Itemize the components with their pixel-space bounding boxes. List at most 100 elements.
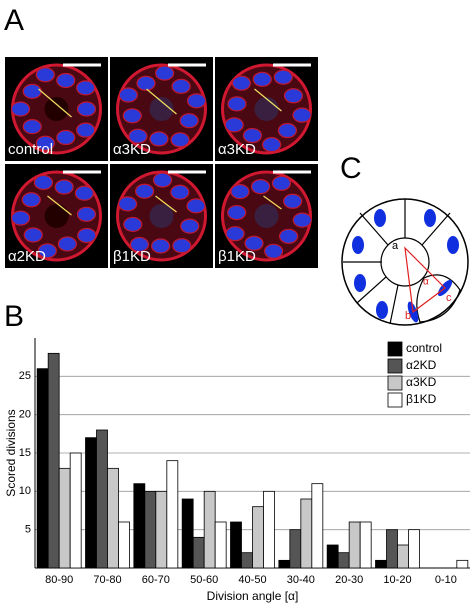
nucleus — [149, 131, 169, 147]
panel-label: B — [4, 300, 24, 333]
bar — [408, 529, 420, 569]
bar — [230, 521, 242, 569]
cell-borders — [343, 199, 461, 325]
bar — [47, 352, 60, 569]
nucleus — [122, 108, 142, 124]
bar — [348, 521, 361, 569]
nucleus — [37, 243, 57, 259]
nucleus — [35, 67, 55, 83]
legend-label: β1KD — [406, 392, 437, 406]
axis-line — [263, 195, 282, 210]
bar — [252, 506, 264, 569]
bar — [155, 490, 168, 569]
nucleus — [21, 192, 41, 208]
lumen — [380, 237, 430, 287]
bar — [107, 467, 119, 569]
nucleus — [57, 236, 77, 252]
y-tick-label: 10 — [19, 485, 31, 497]
bar — [263, 490, 275, 569]
axis-line — [47, 195, 72, 216]
nucleus — [170, 132, 190, 148]
bar — [386, 529, 398, 569]
bar — [289, 529, 302, 569]
nucleus — [277, 122, 298, 139]
micrograph-label: α2KD — [8, 248, 46, 265]
bar — [337, 552, 350, 569]
x-tick-label: 40-50 — [238, 574, 266, 586]
nucleus — [129, 236, 150, 253]
axis-line — [38, 88, 72, 118]
nucleus — [264, 243, 284, 259]
nucleus — [250, 178, 271, 195]
bar — [58, 467, 71, 569]
bar — [118, 521, 130, 569]
legend-label: control — [406, 341, 442, 355]
panel-label: A — [4, 4, 24, 37]
y-tick-label: 5 — [25, 524, 31, 536]
bar — [326, 544, 339, 569]
nucleus — [10, 210, 31, 226]
bar — [144, 490, 157, 569]
nucleus — [123, 216, 143, 233]
micrograph-label: α3KD — [218, 141, 256, 158]
x-tick-label: 10-20 — [383, 574, 411, 586]
bar — [133, 483, 146, 569]
nucleus — [227, 204, 247, 221]
nucleus — [186, 93, 207, 109]
nucleus — [170, 184, 190, 200]
nucleus — [179, 113, 199, 129]
nucleus — [74, 185, 94, 201]
nucleus — [76, 101, 97, 117]
bar — [241, 552, 253, 569]
angle-label: α — [423, 277, 429, 288]
y-axis-title: Scored divisions — [4, 409, 18, 496]
nucleus — [22, 119, 42, 135]
nucleus — [10, 101, 31, 117]
bar — [192, 536, 205, 569]
nucleus — [224, 117, 244, 133]
axis-line — [146, 88, 177, 115]
x-tick-label: 50-60 — [190, 574, 218, 586]
nucleus — [77, 227, 97, 244]
axis-line — [155, 195, 177, 213]
nucleus — [252, 71, 272, 87]
legend-swatch — [387, 375, 403, 391]
micrograph-label: control — [8, 141, 53, 158]
nucleus — [262, 137, 282, 153]
nucleus — [56, 72, 76, 89]
nucleus — [292, 212, 312, 228]
nucleus — [278, 228, 299, 244]
nucleus — [128, 128, 148, 144]
nucleus — [273, 69, 293, 85]
x-tick-label: 80-90 — [45, 574, 73, 586]
bar — [203, 490, 216, 569]
x-tick-label: 0-10 — [435, 574, 457, 586]
nucleus — [151, 238, 171, 254]
lumen — [254, 97, 279, 121]
bar — [278, 559, 291, 569]
nucleus — [76, 122, 96, 138]
bar — [166, 460, 179, 569]
nucleus — [23, 227, 43, 243]
nucleus — [152, 172, 173, 188]
y-tick-label: 20 — [19, 409, 31, 421]
nucleus — [118, 87, 138, 103]
x-axis-title: Division angle [α] — [207, 589, 299, 603]
point-label: c — [446, 292, 452, 304]
nucleus — [35, 135, 55, 151]
point-label: a — [392, 240, 399, 252]
nucleus — [180, 218, 200, 234]
bar — [181, 498, 194, 569]
bar — [359, 521, 372, 569]
nucleus — [283, 88, 304, 104]
nucleus — [283, 193, 303, 209]
legend-swatch — [387, 358, 403, 374]
bar — [69, 452, 82, 569]
nucleus — [171, 78, 191, 94]
diagram — [341, 198, 469, 326]
micrograph-label: β1KD — [218, 248, 256, 265]
legend-swatch — [387, 341, 403, 357]
angle-triangle — [404, 246, 446, 314]
lumen — [44, 204, 69, 228]
